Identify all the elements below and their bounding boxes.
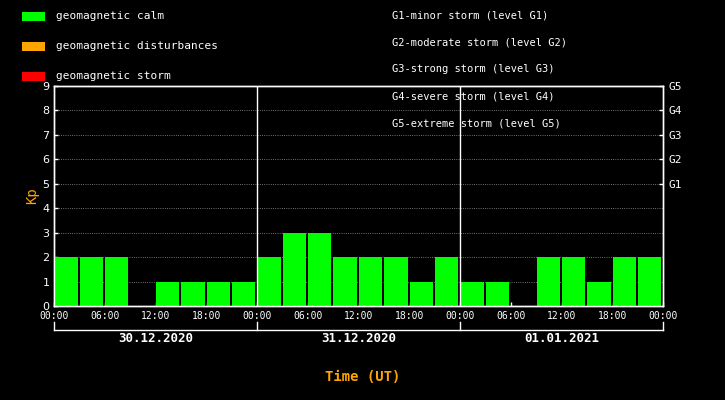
Bar — [80, 257, 103, 306]
Text: 30.12.2020: 30.12.2020 — [118, 332, 194, 345]
Bar — [587, 282, 610, 306]
Bar — [384, 257, 407, 306]
Y-axis label: Kp: Kp — [25, 188, 40, 204]
Bar — [283, 233, 306, 306]
Bar — [257, 257, 281, 306]
Bar — [410, 282, 433, 306]
Text: G4-severe storm (level G4): G4-severe storm (level G4) — [392, 92, 554, 102]
Text: G2-moderate storm (level G2): G2-moderate storm (level G2) — [392, 37, 566, 47]
Text: 31.12.2020: 31.12.2020 — [321, 332, 397, 345]
Bar — [638, 257, 661, 306]
Bar — [435, 257, 458, 306]
Bar — [536, 257, 560, 306]
Bar — [460, 282, 484, 306]
Bar — [181, 282, 204, 306]
Bar — [54, 257, 78, 306]
Text: G3-strong storm (level G3): G3-strong storm (level G3) — [392, 64, 554, 74]
Bar — [232, 282, 255, 306]
Bar — [308, 233, 331, 306]
Text: 01.01.2021: 01.01.2021 — [524, 332, 600, 345]
Bar — [105, 257, 128, 306]
Bar — [562, 257, 585, 306]
Text: G5-extreme storm (level G5): G5-extreme storm (level G5) — [392, 119, 560, 129]
Bar — [334, 257, 357, 306]
Text: Time (UT): Time (UT) — [325, 370, 400, 384]
Bar — [613, 257, 636, 306]
Text: G1-minor storm (level G1): G1-minor storm (level G1) — [392, 10, 548, 20]
Bar — [156, 282, 179, 306]
Text: geomagnetic disturbances: geomagnetic disturbances — [56, 41, 217, 51]
Bar — [207, 282, 230, 306]
Bar — [486, 282, 509, 306]
Text: geomagnetic storm: geomagnetic storm — [56, 72, 170, 82]
Bar — [359, 257, 382, 306]
Text: geomagnetic calm: geomagnetic calm — [56, 12, 164, 22]
